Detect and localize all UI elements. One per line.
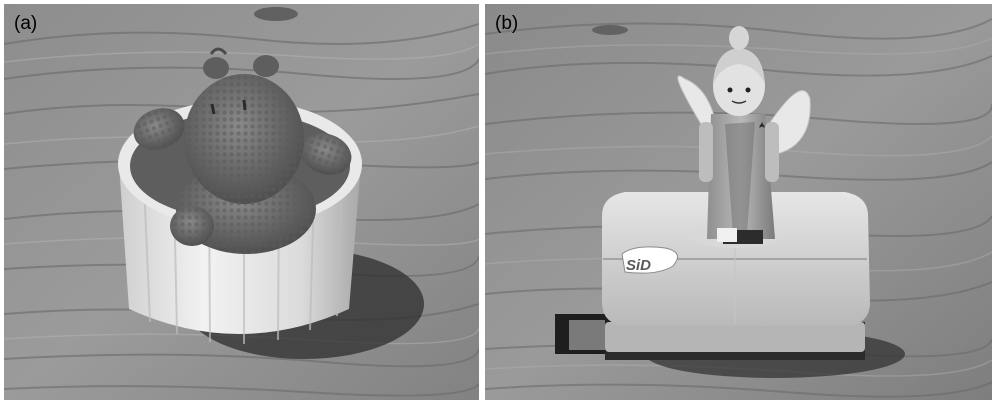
star-icon <box>759 122 765 128</box>
photo-b-image: SiD <box>485 4 992 400</box>
angel-left-arm <box>699 122 713 182</box>
bear-eye <box>210 103 216 115</box>
panel-label-b: (b) <box>495 13 519 34</box>
photo-a-image <box>4 4 479 400</box>
punch-logo-text: SiD <box>626 257 651 274</box>
bear-right-ear <box>253 55 279 77</box>
angel-right-wing <box>768 90 811 155</box>
angel-eye <box>727 87 733 93</box>
photo-panel-a: (a) <box>4 4 479 400</box>
panel-label-a: (a) <box>14 13 38 34</box>
angel-hair <box>713 48 765 84</box>
angel-head <box>713 56 765 116</box>
angel-figurine <box>677 26 811 244</box>
hole-punch: SiD <box>555 192 870 360</box>
angel-right-arm <box>765 122 779 182</box>
wood-knot <box>254 7 298 21</box>
bear-left-ear <box>203 57 229 79</box>
crocheted-bear <box>133 47 352 254</box>
photo-panel-b: SiD (b) <box>485 4 992 400</box>
punch-logo: SiD <box>621 246 678 274</box>
